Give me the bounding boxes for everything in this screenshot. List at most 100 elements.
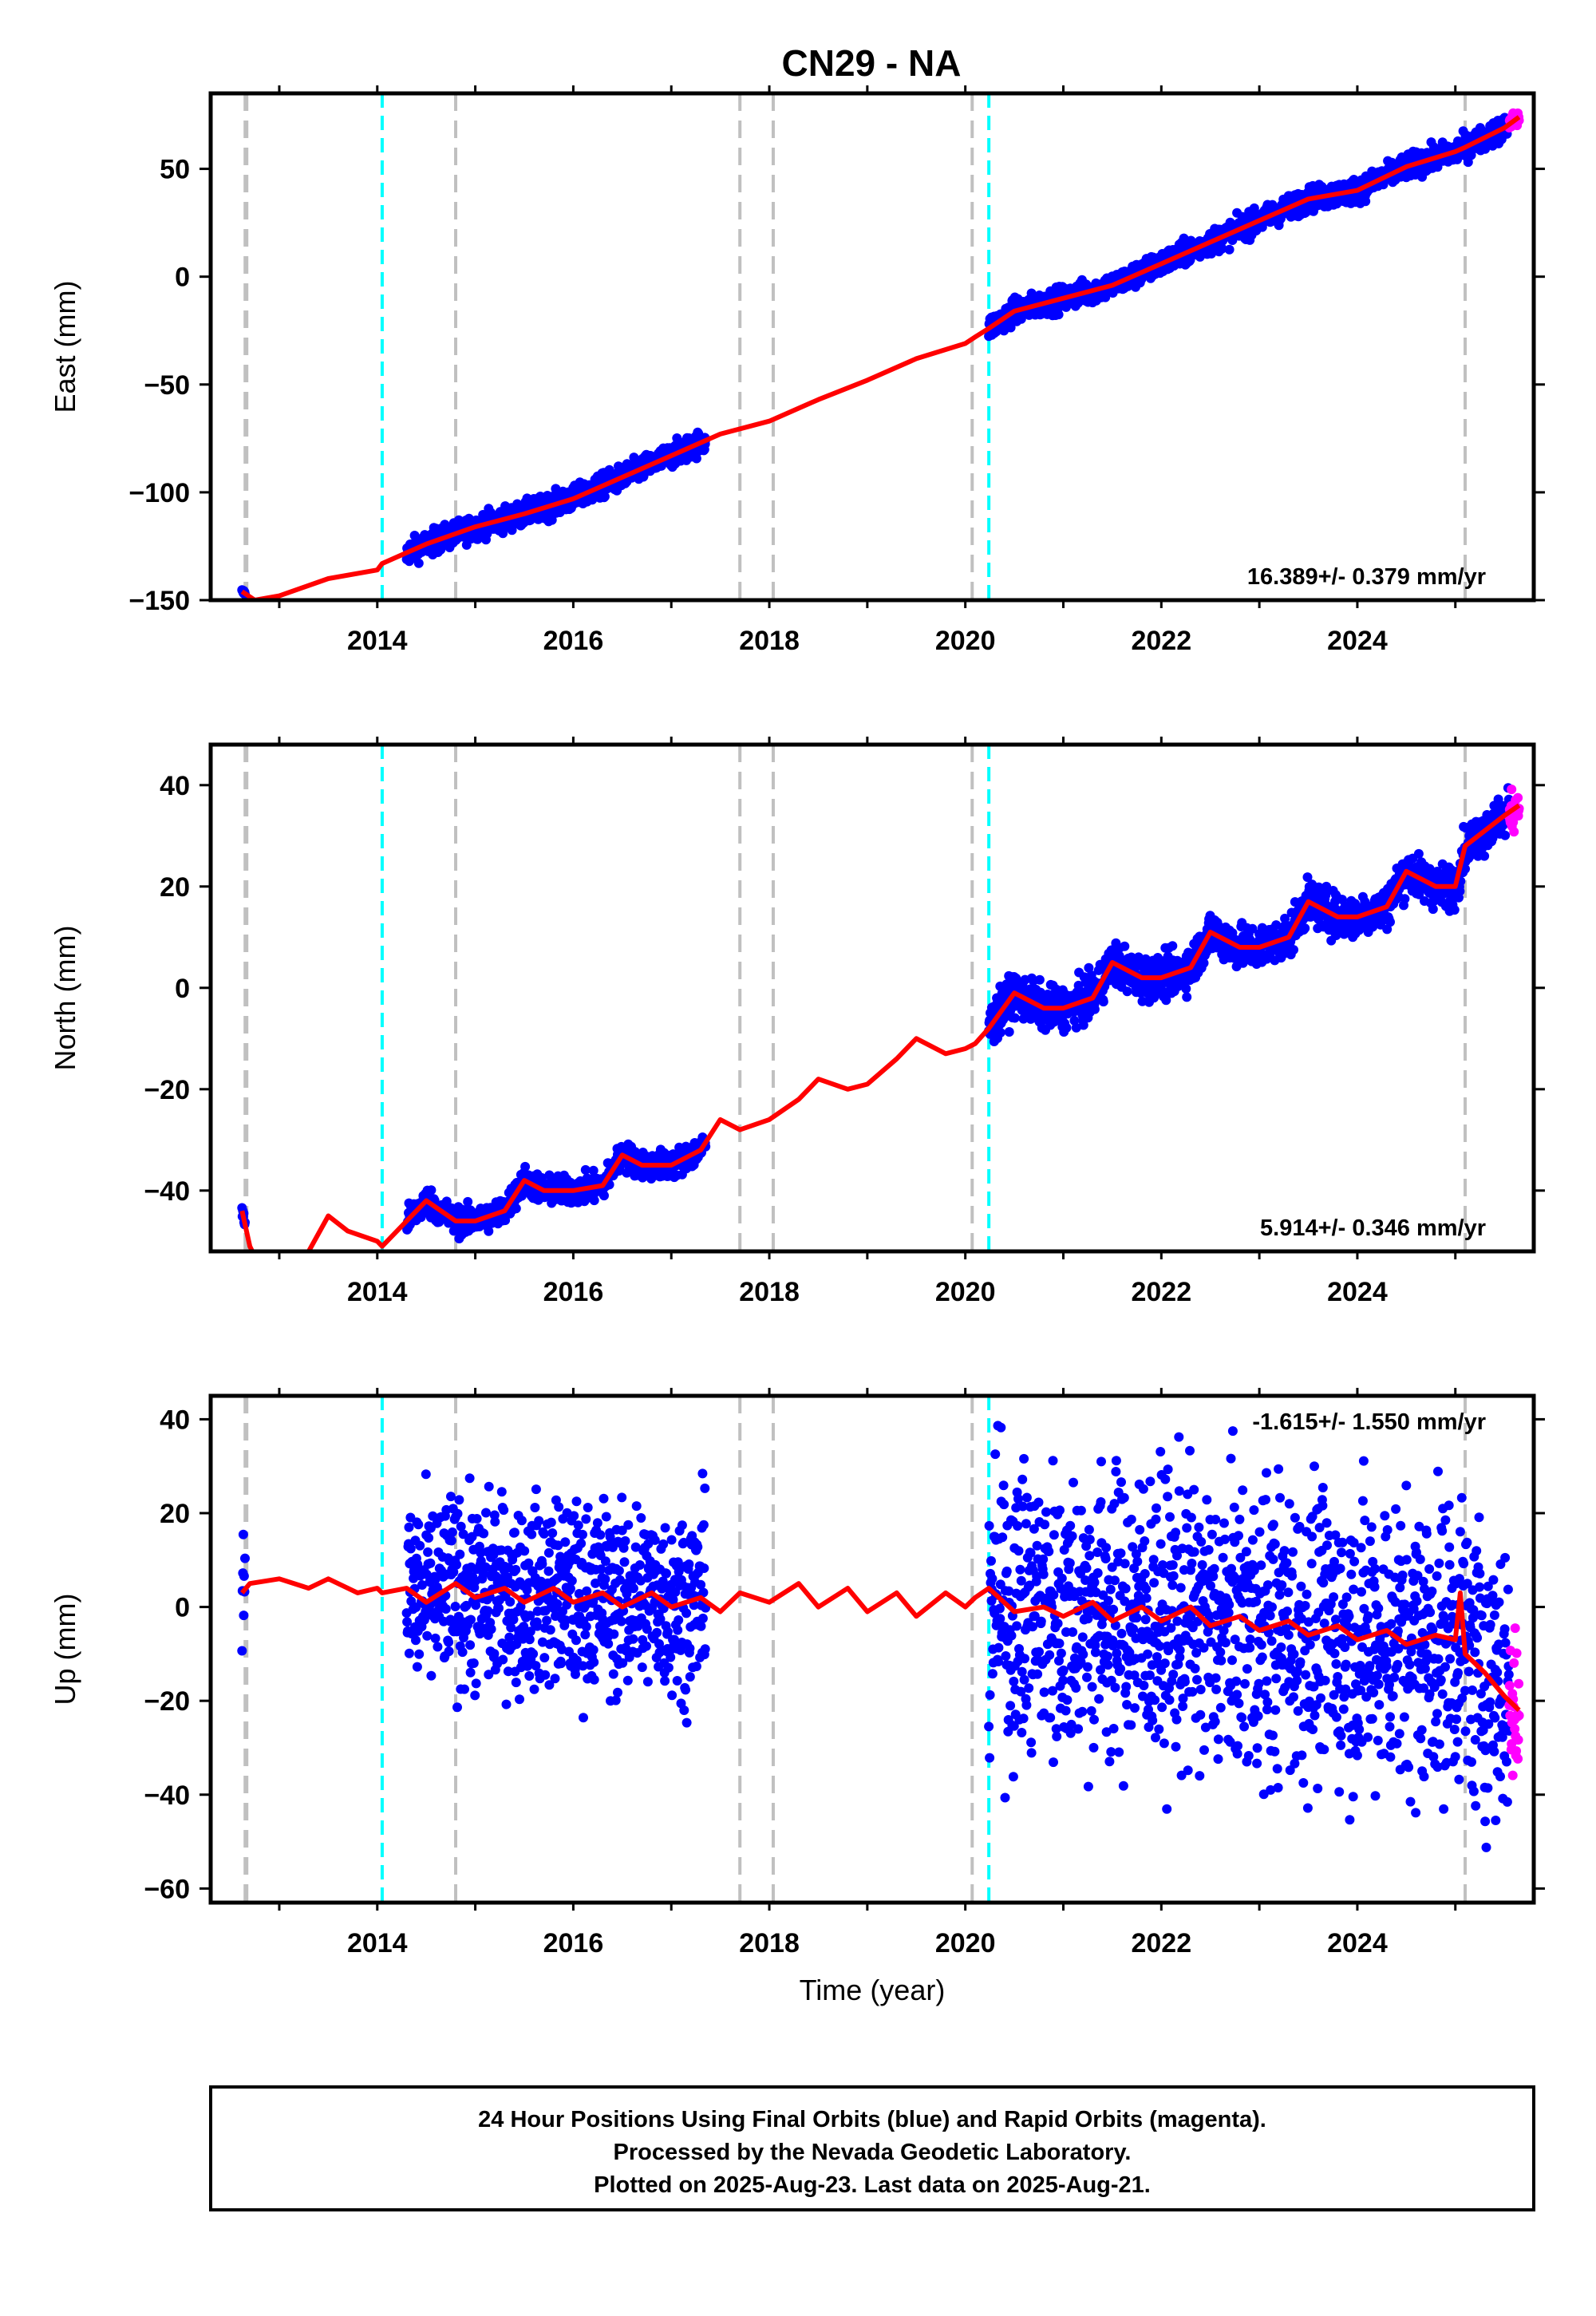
y-tick-label: 50 xyxy=(160,155,190,185)
east-panel: 2014 2016 2018 2020 2022 2024−150−100−50050Ea… xyxy=(49,85,1545,656)
data-point xyxy=(421,1569,432,1579)
data-point xyxy=(472,1514,482,1524)
data-point xyxy=(509,1528,519,1538)
x-tick-label: 2024 xyxy=(1327,626,1388,656)
data-point xyxy=(470,1690,480,1701)
data-point xyxy=(543,1566,554,1576)
data-point xyxy=(522,1585,532,1595)
data-point xyxy=(1300,923,1310,934)
data-point xyxy=(500,1215,511,1226)
data-point xyxy=(239,1611,249,1621)
y-tick-label: 20 xyxy=(160,872,190,903)
chart-title: CN29 - NA xyxy=(782,42,962,84)
data-point xyxy=(1479,851,1490,861)
data-point xyxy=(589,1196,599,1206)
x-tick-label: 2020 xyxy=(935,626,996,656)
data-point xyxy=(238,1529,248,1539)
data-point xyxy=(691,453,701,464)
data-point xyxy=(508,1614,519,1625)
data-point xyxy=(1098,997,1108,1007)
data-point xyxy=(524,1634,535,1645)
data-points xyxy=(237,108,1524,599)
x-tick-label: 2022 xyxy=(1131,1277,1191,1307)
data-point xyxy=(1385,917,1395,927)
data-point xyxy=(452,1559,462,1570)
north-panel: 2014 2016 2018 2020 2022 2024−40−2002040North… xyxy=(49,737,1545,1307)
data-point xyxy=(240,1553,250,1563)
data-point xyxy=(484,1670,494,1680)
data-point xyxy=(531,1661,541,1671)
x-tick-label: 2016 xyxy=(543,626,604,656)
data-point xyxy=(525,1611,535,1621)
data-point xyxy=(599,1191,609,1201)
data-point xyxy=(486,1624,496,1634)
data-point xyxy=(498,1654,508,1665)
data-point xyxy=(413,1520,424,1530)
data-point xyxy=(1078,1020,1088,1030)
data-point xyxy=(540,1670,551,1680)
model-line xyxy=(240,115,1521,600)
data-point xyxy=(402,1617,413,1627)
data-point xyxy=(529,1684,539,1694)
data-point xyxy=(416,1212,426,1223)
data-point xyxy=(428,1511,438,1521)
x-tick-label: 2018 xyxy=(739,626,800,656)
data-point xyxy=(484,1481,494,1492)
data-point xyxy=(501,1699,512,1709)
data-point xyxy=(1302,872,1313,883)
y-tick-label: −150 xyxy=(128,586,190,616)
data-point xyxy=(421,1469,431,1480)
data-point xyxy=(430,1633,440,1643)
y-tick-label: 40 xyxy=(160,771,190,801)
data-point xyxy=(532,1621,543,1631)
data-point xyxy=(524,1671,535,1681)
data-point xyxy=(1181,983,1191,994)
data-point xyxy=(552,1599,563,1609)
x-tick-label: 2024 xyxy=(1327,1277,1388,1307)
data-point xyxy=(543,1547,554,1558)
data-point xyxy=(546,1517,556,1528)
x-tick-label: 2018 xyxy=(739,1277,800,1307)
data-point xyxy=(471,1678,481,1689)
data-point xyxy=(562,1599,572,1610)
data-point xyxy=(1004,1027,1014,1037)
data-point xyxy=(525,1626,535,1637)
x-tick-label: 2016 xyxy=(543,1277,604,1307)
data-point xyxy=(454,1495,464,1505)
data-point xyxy=(426,1670,437,1681)
y-axis-label: East (mm) xyxy=(49,281,81,413)
data-point xyxy=(444,1646,454,1657)
data-point xyxy=(483,1606,493,1616)
event-lines xyxy=(243,93,1468,600)
data-point xyxy=(460,1684,469,1694)
data-point xyxy=(506,1622,516,1633)
data-point xyxy=(424,1533,434,1543)
y-tick-label: −50 xyxy=(144,370,190,401)
data-point xyxy=(466,1614,476,1625)
model-line xyxy=(239,803,1521,1251)
data-point xyxy=(1089,1004,1100,1014)
data-point xyxy=(1053,310,1064,320)
data-point xyxy=(433,1642,443,1652)
data-point xyxy=(484,1226,494,1236)
data-point xyxy=(479,1528,489,1539)
data-point xyxy=(1507,785,1517,795)
data-point xyxy=(1361,196,1371,207)
data-point xyxy=(1247,923,1258,934)
data-point xyxy=(446,1535,456,1546)
data-point xyxy=(456,1521,466,1531)
data-point xyxy=(523,1558,534,1568)
data-point xyxy=(1289,945,1298,955)
data-point xyxy=(1413,848,1424,859)
data-points xyxy=(237,1421,1524,1852)
rate-label: 16.389+/- 0.379 mm/yr xyxy=(1247,564,1486,590)
data-point xyxy=(556,1658,567,1669)
data-point xyxy=(1061,1022,1072,1033)
data-point xyxy=(1224,244,1235,255)
data-point xyxy=(550,1674,560,1684)
data-point xyxy=(1428,904,1438,915)
data-point xyxy=(446,1492,456,1502)
y-axis-label: North (mm) xyxy=(49,926,81,1071)
data-point xyxy=(464,1473,475,1484)
